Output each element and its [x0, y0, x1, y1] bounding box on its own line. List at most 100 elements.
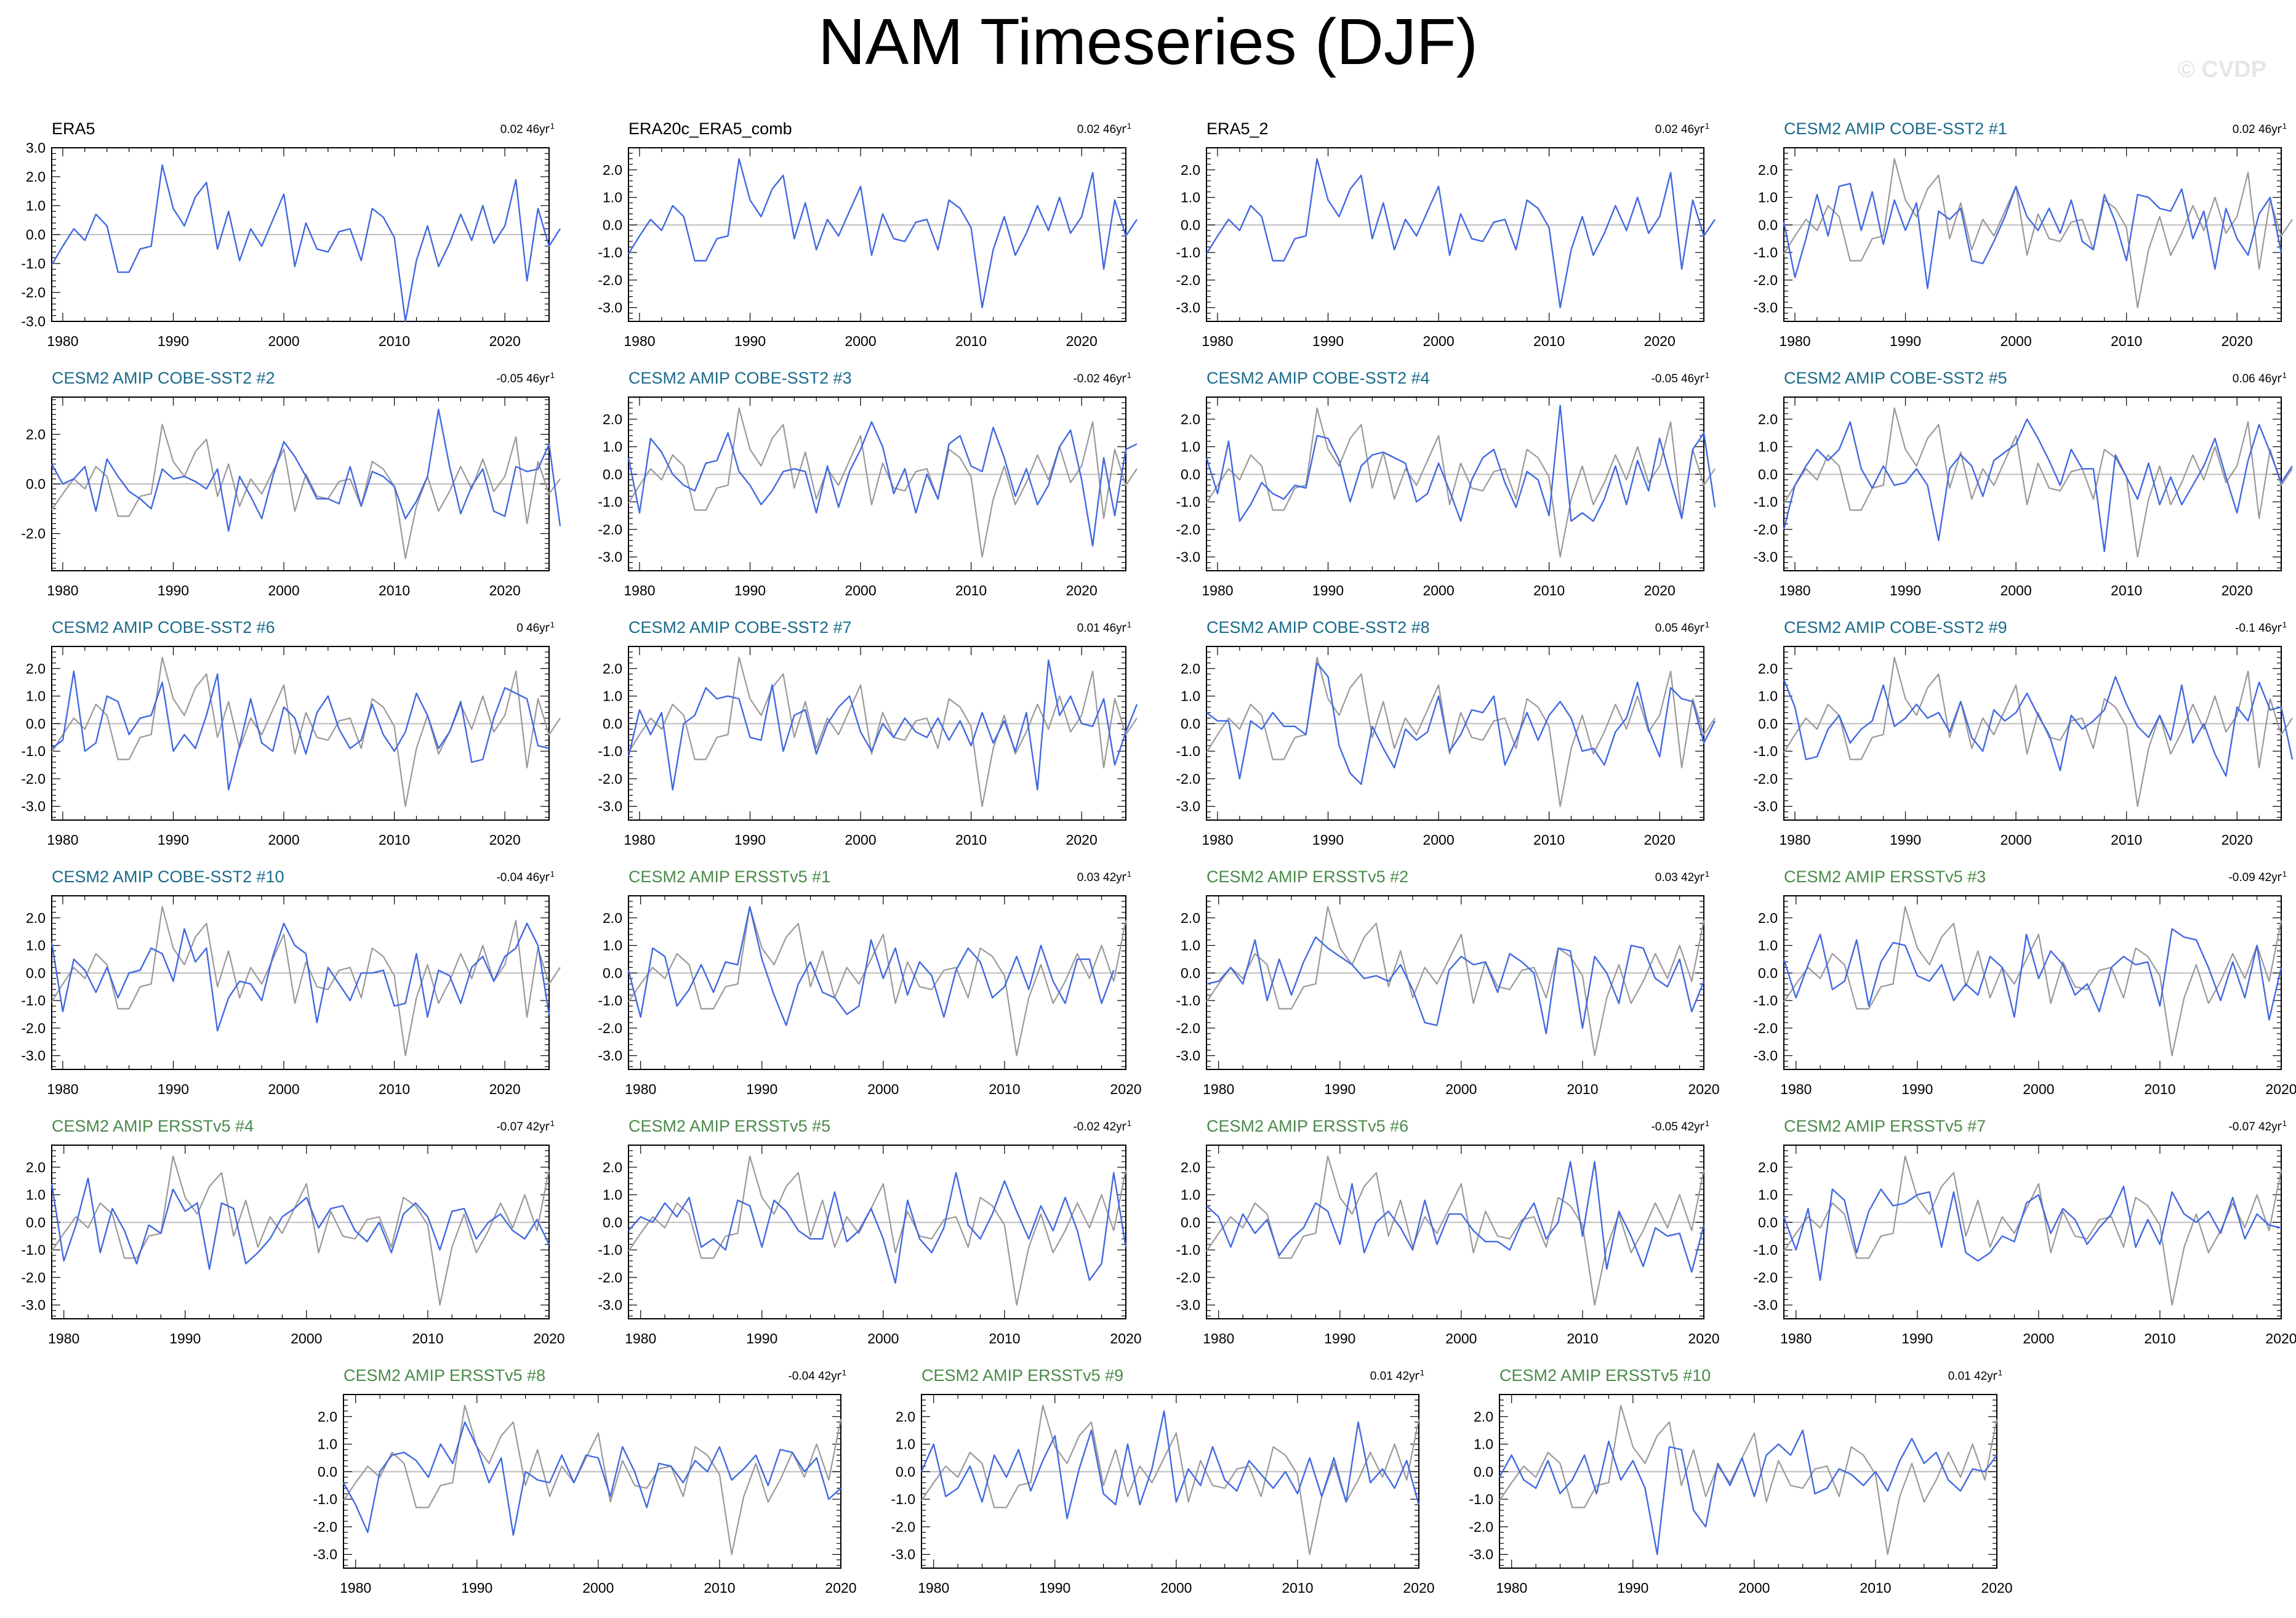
y-tick-label: 1.0 [26, 938, 46, 954]
x-tick-label: 2010 [1533, 582, 1565, 598]
y-tick-label: 2.0 [1181, 411, 1200, 427]
x-tick-label: 2010 [2111, 832, 2142, 848]
trend-label: 0.01 42yr [1948, 1370, 1997, 1383]
x-tick-label: 2020 [1688, 1081, 1719, 1097]
y-tick-label: 2.0 [603, 661, 622, 677]
x-tick-label: 2010 [2144, 1330, 2175, 1346]
trend-label: 0 46yr [516, 622, 549, 635]
y-tick-label: 2.0 [896, 1409, 915, 1425]
y-tick-label: -2.0 [1753, 771, 1778, 787]
x-tick-label: 2000 [268, 832, 299, 848]
trend-superscript: -1 [2279, 121, 2287, 131]
x-tick-label: 1980 [625, 1081, 656, 1097]
y-tick-label: 0.0 [1758, 1214, 1778, 1230]
x-tick-label: 2010 [1533, 333, 1565, 349]
x-tick-label: 2010 [1567, 1330, 1598, 1346]
x-tick-label: 1980 [1780, 1330, 1812, 1346]
chart-panel: ERA20c_ERA5_comb 0.02 46yr-1 -3.0 -2.0 -1.0 0… [598, 119, 1138, 349]
y-tick-label: -3.0 [598, 549, 622, 565]
x-tick-label: 1990 [746, 1330, 777, 1346]
x-tick-label: 1990 [1901, 1081, 1933, 1097]
y-tick-label: 0.0 [26, 476, 46, 492]
y-tick-label: 1.0 [896, 1436, 915, 1452]
chart-panel: CESM2 AMIP COBE-SST2 #2 -0.05 46yr-1 -2.0 0… [21, 369, 561, 598]
y-tick-label: -3.0 [313, 1547, 337, 1563]
x-tick-label: 1980 [1496, 1580, 1527, 1596]
y-tick-label: -1.0 [1176, 244, 1200, 260]
observed-series-line [1206, 656, 1716, 807]
y-tick-label: -3.0 [1176, 1048, 1200, 1064]
chart-panel: CESM2 AMIP ERSSTv5 #1 0.03 42yr-1 -3.0 -2.0… [598, 867, 1141, 1097]
y-tick-label: -3.0 [21, 799, 46, 815]
trend-label: -0.05 46yr [496, 372, 549, 385]
y-tick-label: 1.0 [1181, 439, 1200, 455]
model-series-line [1206, 662, 1716, 786]
x-tick-label: 2000 [1445, 1081, 1477, 1097]
plot-frame [343, 1394, 841, 1569]
y-tick-label: 0.0 [1181, 715, 1200, 731]
x-tick-label: 2020 [489, 582, 521, 598]
x-tick-label: 2000 [268, 333, 299, 349]
y-tick-label: -1.0 [21, 256, 46, 272]
x-tick-label: 2010 [989, 1081, 1020, 1097]
x-tick-label: 2010 [989, 1330, 1020, 1346]
plot-frame [1499, 1394, 1997, 1569]
trend-label: 0.01 42yr [1370, 1370, 1419, 1383]
chart-panel: CESM2 AMIP ERSSTv5 #7 -0.07 42yr-1 -3.0 -2.… [1753, 1117, 2296, 1346]
y-tick-label: 0.0 [603, 217, 622, 233]
panel-title: CESM2 AMIP COBE-SST2 #2 [52, 369, 275, 387]
x-tick-label: 2010 [379, 1081, 410, 1097]
y-tick-label: -2.0 [598, 1020, 622, 1036]
model-series-line [1783, 418, 2293, 552]
x-tick-label: 1980 [1202, 333, 1233, 349]
y-tick-label: -3.0 [1176, 799, 1200, 815]
x-tick-label: 1990 [158, 582, 189, 598]
x-tick-label: 1990 [1901, 1330, 1933, 1346]
model-series-line [1206, 1161, 1705, 1273]
x-tick-label: 1990 [1312, 582, 1344, 598]
panel-title: CESM2 AMIP COBE-SST2 #1 [1784, 119, 2007, 138]
panel-title: CESM2 AMIP ERSSTv5 #6 [1206, 1117, 1408, 1135]
trend-superscript: -1 [1124, 121, 1131, 131]
y-tick-label: -1.0 [313, 1491, 337, 1507]
trend-superscript: -1 [1995, 1368, 2002, 1377]
y-tick-label: -1.0 [598, 743, 622, 759]
panel-title: ERA5_2 [1206, 119, 1269, 138]
x-tick-label: 2020 [489, 832, 521, 848]
y-tick-label: -2.0 [598, 1270, 622, 1286]
x-tick-label: 2000 [1445, 1330, 1477, 1346]
watermark-label: © CVDP [2177, 57, 2266, 83]
panel-title: CESM2 AMIP ERSSTv5 #7 [1784, 1117, 1986, 1135]
y-tick-label: 0.0 [1181, 217, 1200, 233]
x-tick-label: 2020 [1644, 333, 1676, 349]
y-tick-label: 1.0 [26, 688, 46, 704]
x-tick-label: 2020 [533, 1330, 564, 1346]
trend-superscript: -1 [547, 620, 555, 629]
x-tick-label: 2000 [268, 1081, 299, 1097]
y-tick-label: -1.0 [21, 743, 46, 759]
chart-panel: CESM2 AMIP COBE-SST2 #1 0.02 46yr-1 -3.0 -2… [1753, 119, 2293, 349]
x-tick-label: 2000 [582, 1580, 614, 1596]
x-tick-label: 1980 [624, 582, 655, 598]
plot-frame [628, 1145, 1126, 1319]
x-tick-label: 2000 [268, 582, 299, 598]
y-tick-label: -1.0 [598, 992, 622, 1008]
trend-label: -0.04 42yr [788, 1370, 841, 1383]
x-tick-label: 2000 [845, 832, 876, 848]
model-series-line [1205, 404, 1716, 522]
trend-label: 0.01 46yr [1077, 622, 1126, 635]
x-tick-label: 2010 [955, 333, 987, 349]
y-tick-label: -1.0 [1753, 743, 1778, 759]
x-tick-label: 1990 [734, 333, 766, 349]
model-series-line [627, 906, 1115, 1026]
chart-panel: CESM2 AMIP ERSSTv5 #4 -0.07 42yr-1 -3.0 -2.… [21, 1117, 564, 1346]
y-tick-label: 0.0 [1181, 466, 1200, 482]
observed-series-line [51, 1155, 550, 1306]
y-tick-label: -2.0 [1176, 1020, 1200, 1036]
trend-superscript: -1 [1702, 620, 1709, 629]
model-series-line [342, 1421, 841, 1536]
panel-title: CESM2 AMIP COBE-SST2 #7 [628, 618, 852, 637]
x-tick-label: 2010 [379, 832, 410, 848]
model-series-line [1783, 183, 2282, 289]
y-tick-label: 3.0 [26, 140, 46, 156]
